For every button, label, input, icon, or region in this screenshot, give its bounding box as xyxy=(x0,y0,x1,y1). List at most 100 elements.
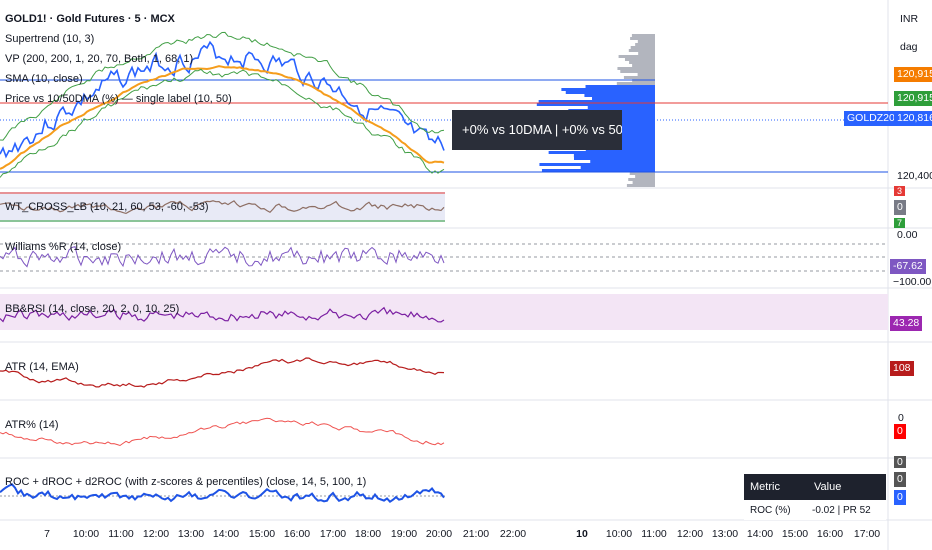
volume-profile-bar xyxy=(626,184,655,187)
volume-profile-bar xyxy=(638,52,655,55)
time-label: 14:00 xyxy=(212,528,240,540)
pane-tag: 0 xyxy=(894,490,906,505)
pane-title[interactable]: WT_CROSS_LB (10, 21, 60, 53, -60, -53) xyxy=(5,201,209,213)
price-tag: 120,915 xyxy=(894,91,932,106)
volume-profile-bar xyxy=(631,34,655,37)
volume-profile-bar xyxy=(573,157,655,160)
price-level: 120,400 xyxy=(897,170,932,182)
time-label: 11:00 xyxy=(641,528,667,540)
metrics-table: Metric Value ROC (%) -0.02 | PR 52 xyxy=(744,474,886,520)
currency[interactable]: INR xyxy=(900,13,919,25)
table-cell: ROC (%) xyxy=(750,504,791,516)
indicator-label[interactable]: Price vs 10/50DMA (%) — single label (10… xyxy=(5,93,232,105)
time-label: 11:00 xyxy=(108,528,134,540)
price-tag: 120,915 xyxy=(894,67,932,82)
price-tag: 120,816 xyxy=(894,111,932,126)
indicator-label[interactable]: SMA (10, close) xyxy=(5,73,83,85)
pane-tag: 0 xyxy=(894,200,906,215)
time-label: 16:00 xyxy=(816,528,844,540)
time-label: 13:00 xyxy=(177,528,205,540)
time-label: 12:00 xyxy=(142,528,170,540)
callout-label: +0% vs 10DMA | +0% vs 50D xyxy=(452,110,622,150)
band xyxy=(0,294,888,330)
volume-profile-bar xyxy=(632,181,655,184)
volume-profile-bar xyxy=(590,160,655,163)
indicator-label[interactable]: Supertrend (10, 3) xyxy=(5,33,95,45)
axis-label: 0.00 xyxy=(897,229,918,241)
volume-profile-bar xyxy=(539,163,655,166)
time-label: 10 xyxy=(576,528,588,540)
axis-label: −100.00 xyxy=(893,276,932,288)
pane-title[interactable]: ATR (14, EMA) xyxy=(5,361,79,373)
pane-title[interactable]: ROC + dROC + d2ROC (with z-scores & perc… xyxy=(5,476,367,488)
table-row: ROC (%) -0.02 | PR 52 xyxy=(744,500,886,520)
table-header: Metric Value xyxy=(744,474,886,500)
rsi-line xyxy=(0,306,445,323)
volume-profile-bar xyxy=(616,82,655,85)
time-label: 20:00 xyxy=(425,528,453,540)
volume-profile-bar xyxy=(635,43,655,46)
pane-tag: 3 xyxy=(894,186,906,196)
sma-line xyxy=(0,65,445,170)
time-label: 15:00 xyxy=(781,528,809,540)
volume-profile-bar xyxy=(617,67,655,70)
volume-profile-bar xyxy=(629,61,655,64)
volume-profile-bar xyxy=(628,178,655,181)
time-label: 15:00 xyxy=(248,528,276,540)
pane-title[interactable]: ATR% (14) xyxy=(5,419,59,431)
time-label: 17:00 xyxy=(319,528,347,540)
volume-profile-bar xyxy=(630,37,655,40)
roc-line xyxy=(0,483,445,504)
atrp-line xyxy=(0,417,445,447)
volume-profile-bar xyxy=(630,46,655,49)
volume-profile-bar xyxy=(585,85,655,88)
time-label: 10:00 xyxy=(72,528,100,540)
price-line xyxy=(0,40,445,159)
atr-line xyxy=(0,357,445,388)
volume-profile-bar xyxy=(584,94,655,97)
time-label: 21:00 xyxy=(462,528,490,540)
time-label: 17:00 xyxy=(853,528,881,540)
volume-profile-bar xyxy=(548,151,655,154)
time-label: 12:00 xyxy=(676,528,704,540)
volume-profile-bar xyxy=(618,55,655,58)
table-header-cell: Value xyxy=(814,481,842,493)
volume-profile-bar xyxy=(637,73,655,76)
time-label: 16:00 xyxy=(283,528,311,540)
volume-profile-bar xyxy=(561,88,655,91)
time-label: 13:00 xyxy=(711,528,739,540)
volume-profile-bar xyxy=(580,166,655,169)
volume-profile-bar xyxy=(587,106,655,109)
volume-profile-bar xyxy=(536,103,655,106)
time-label: 10:00 xyxy=(605,528,633,540)
unit[interactable]: dag xyxy=(900,41,918,53)
volume-profile-bar xyxy=(635,175,655,178)
volume-profile-bar xyxy=(538,100,655,103)
pane-tag: 0 xyxy=(894,456,906,468)
indicator-label[interactable]: VP (200, 200, 1, 20, 70, Both, 1, 68, 1) xyxy=(5,53,194,65)
wt-line xyxy=(0,200,445,215)
time-label: 18:00 xyxy=(354,528,382,540)
volume-profile-bar xyxy=(623,76,655,79)
table-cell: -0.02 | PR 52 xyxy=(812,504,871,516)
pane-tag: 0 xyxy=(894,472,906,487)
volume-profile-bar xyxy=(624,58,655,61)
pane-tag: -67.62 xyxy=(890,259,926,274)
pane-title[interactable]: BB&RSI (14, close, 20, 2, 0, 10, 25) xyxy=(5,303,180,315)
volume-profile-bar xyxy=(632,64,655,67)
volume-profile-bar xyxy=(591,97,655,100)
pane-title[interactable]: Williams %R (14, close) xyxy=(5,241,122,253)
volume-profile-bar xyxy=(628,49,655,52)
symbol-title[interactable]: GOLD1! · Gold Futures · 5 · MCX xyxy=(5,13,175,25)
pane-tag: 108 xyxy=(890,361,914,376)
volume-profile-bar xyxy=(565,91,655,94)
pane-tag: 0 xyxy=(894,424,906,439)
pane-tag: 7 xyxy=(894,218,906,228)
time-label: 7 xyxy=(44,528,50,540)
table-header-cell: Metric xyxy=(750,481,780,493)
supertrend-line xyxy=(0,68,445,178)
williams-line xyxy=(0,245,445,268)
time-label: 19:00 xyxy=(390,528,418,540)
volume-profile-bar xyxy=(620,70,655,73)
